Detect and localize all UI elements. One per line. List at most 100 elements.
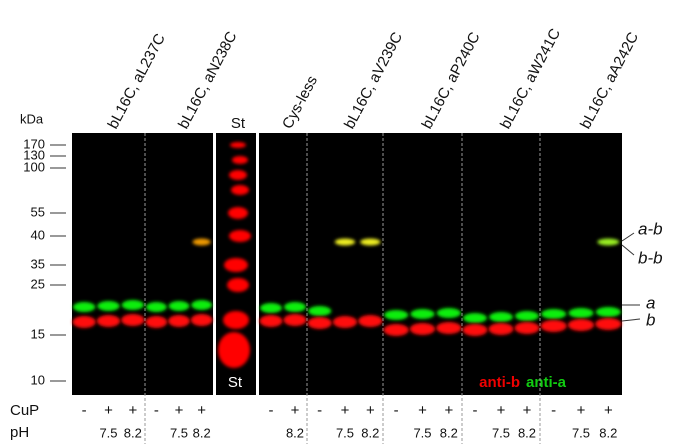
cup-sign: -: [473, 402, 478, 419]
band-b: [568, 319, 594, 331]
band-label: a-b: [638, 219, 663, 238]
band-b: [410, 323, 435, 335]
band-a: [97, 301, 119, 311]
ph-value: 7.5: [336, 425, 354, 440]
cup-sign: +: [577, 402, 586, 419]
group-label: bL16C, aA242C: [577, 29, 642, 131]
marker-label: 15: [31, 326, 45, 341]
band-a: [568, 308, 593, 318]
standard-band: [229, 170, 247, 180]
legend-anti-a: anti-a: [526, 374, 567, 391]
cup-sign: +: [418, 402, 427, 419]
separator: [213, 133, 216, 395]
band-a: [260, 303, 282, 313]
band-a: [384, 310, 408, 320]
ph-value: 8.2: [361, 425, 379, 440]
group-label: bL16C, aW241C: [497, 26, 564, 132]
band-crosslink: [597, 239, 619, 246]
band-b: [97, 315, 120, 327]
band-label: b: [646, 310, 655, 329]
ph-value: 8.2: [124, 425, 142, 440]
cup-row-label: CuP: [10, 402, 39, 419]
group-label: bL16C, aP240C: [419, 29, 484, 131]
band-b: [384, 324, 409, 336]
band-label: b-b: [638, 248, 663, 267]
ph-value: 7.5: [170, 425, 188, 440]
group-label: bL16C, aV239C: [341, 29, 406, 131]
pointer: [622, 319, 640, 321]
band-a: [463, 313, 487, 323]
standard-band: [232, 156, 248, 164]
band-b: [489, 323, 514, 335]
cup-sign: -: [154, 402, 159, 419]
pointer: [622, 245, 634, 255]
band-a: [515, 311, 539, 321]
band-b: [145, 316, 167, 328]
ph-value: 7.5: [572, 425, 590, 440]
marker-label: 40: [31, 227, 45, 242]
cup-sign: +: [366, 402, 375, 419]
legend-anti-b: anti-b: [479, 374, 520, 391]
band-crosslink: [193, 239, 211, 246]
standard-band: [223, 311, 249, 329]
standard-band: [231, 185, 249, 195]
cup-sign: +: [523, 402, 532, 419]
band-a: [146, 302, 167, 312]
separator: [256, 133, 259, 395]
band-b: [191, 314, 213, 326]
standard-band: [227, 278, 249, 292]
band-b: [121, 314, 144, 326]
band-b: [463, 324, 488, 336]
cup-sign: +: [197, 402, 206, 419]
standard-label: St: [231, 115, 246, 132]
standard-lane-label: St: [228, 374, 243, 391]
band-b: [72, 316, 95, 328]
cup-sign: +: [128, 402, 137, 419]
band-b: [308, 317, 332, 329]
band-a: [410, 309, 434, 319]
band-a: [169, 301, 190, 311]
cup-sign: +: [175, 402, 184, 419]
marker-label: 10: [31, 372, 45, 387]
ph-value: 8.2: [518, 425, 536, 440]
ph-row-label: pH: [10, 424, 29, 441]
band-b: [358, 315, 382, 327]
blot-figure: kDa St St CuP pH anti-b anti-a a-b b-b a…: [0, 0, 679, 444]
band-a: [541, 309, 566, 319]
cup-sign: +: [341, 402, 350, 419]
standard-band: [224, 258, 248, 272]
cup-sign: -: [551, 402, 556, 419]
cup-sign: +: [444, 402, 453, 419]
group-label: bL16C, aL237C: [105, 31, 169, 132]
ph-value: 7.5: [413, 425, 431, 440]
band-a: [122, 300, 144, 310]
standard-band: [230, 142, 246, 148]
band-b: [333, 316, 357, 328]
ph-value: 8.2: [440, 425, 458, 440]
band-a: [489, 312, 513, 322]
pointer: [622, 233, 634, 241]
marker-label: 100: [23, 159, 45, 174]
band-b: [436, 322, 461, 334]
ph-value: 8.2: [286, 425, 304, 440]
unit-label: kDa: [20, 111, 44, 126]
band-b: [595, 318, 621, 330]
group-label: Cys-less: [279, 73, 321, 132]
band-b: [259, 315, 282, 327]
ph-value: 8.2: [599, 425, 617, 440]
cup-sign: -: [82, 402, 87, 419]
standard-band: [228, 207, 248, 219]
band-crosslink: [335, 239, 355, 246]
cup-sign: -: [394, 402, 399, 419]
band-b: [541, 320, 567, 332]
marker-label: 25: [31, 276, 45, 291]
cup-sign: -: [269, 402, 274, 419]
marker-label: 35: [31, 256, 45, 271]
cup-sign: -: [317, 402, 322, 419]
band-a: [437, 308, 461, 318]
ph-value: 7.5: [492, 425, 510, 440]
band-a: [73, 302, 95, 312]
cup-sign: +: [104, 402, 113, 419]
band-b: [283, 314, 306, 326]
cup-sign: +: [604, 402, 613, 419]
